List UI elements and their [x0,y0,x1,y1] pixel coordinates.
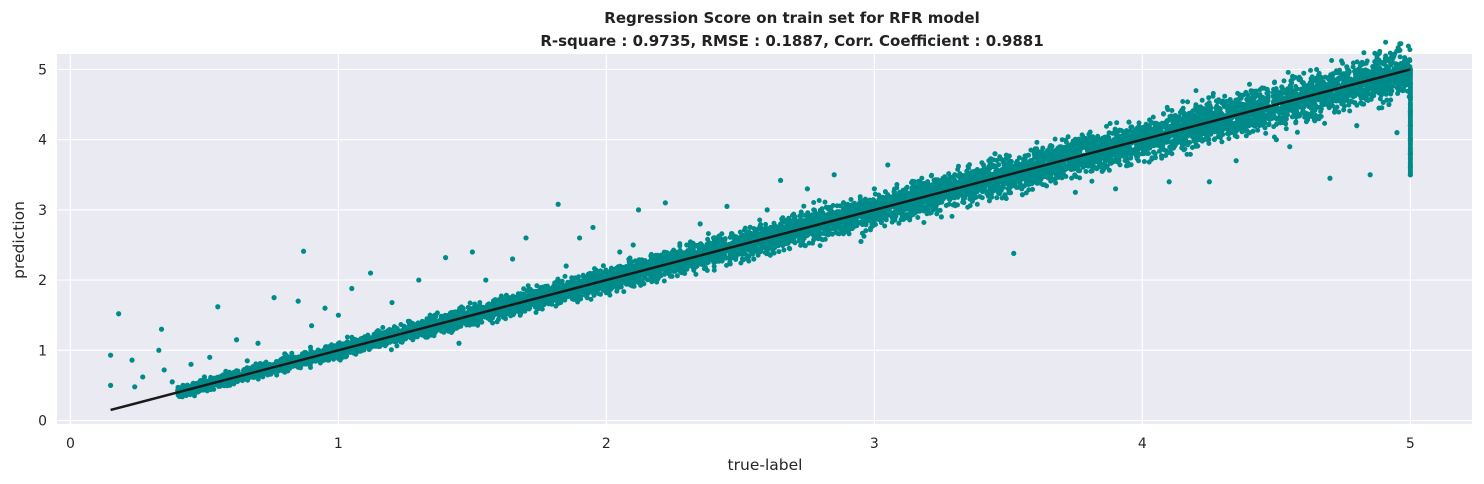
data-point [523,235,529,241]
data-point [1367,172,1373,178]
data-point [456,340,462,346]
x-tick-label: 0 [66,436,75,452]
chart-subtitle: R-square : 0.9735, RMSE : 0.1887, Corr. … [540,32,1043,50]
data-point [724,203,730,209]
data-point [697,221,703,227]
data-point [349,285,355,292]
data-point [871,186,877,192]
data-point [1233,158,1239,164]
data-point [469,249,475,255]
data-point [140,374,146,380]
y-tick-label: 1 [38,343,47,359]
data-point [1166,179,1172,185]
y-tick-label: 4 [38,133,47,149]
data-point [132,384,138,390]
data-point [630,242,636,248]
x-tick-label: 1 [334,436,343,452]
data-point [1126,119,1132,125]
data-point [107,352,114,358]
data-point [416,277,422,283]
data-point [804,186,810,192]
data-point [107,382,114,388]
data-point [483,277,489,283]
data-point [563,263,569,269]
data-point [207,354,213,360]
data-point [635,207,642,213]
data-point [169,379,175,385]
x-axis-ticks: 0 1 2 3 4 5 [66,436,1415,452]
x-tick-label: 2 [602,436,611,452]
y-tick-label: 3 [38,203,47,219]
point-cloud [175,39,1413,400]
data-point [938,214,944,220]
y-axis-ticks: 0 1 2 3 4 5 [38,62,47,429]
data-point [777,177,784,183]
data-point [992,151,998,157]
data-point [576,235,583,241]
data-point [751,256,757,262]
data-point [442,255,449,261]
data-point [188,361,194,367]
data-point [158,326,165,332]
data-point [1112,186,1119,192]
data-point [308,323,315,329]
data-point [831,172,837,178]
y-tick-label: 2 [38,273,47,289]
data-point [129,357,135,363]
data-point [367,270,374,276]
data-point [764,207,770,213]
data-point [255,340,261,346]
data-point [1394,130,1400,136]
y-tick-label: 5 [38,62,47,78]
data-point [1072,189,1078,195]
data-point [215,304,221,310]
data-point [617,249,623,255]
x-axis-label: true-label [728,456,803,474]
data-point [161,367,167,373]
reference-line-group [110,68,1411,412]
data-point [1386,101,1392,108]
capped-points [1407,67,1413,178]
data-point [244,358,250,364]
y-tick-label: 0 [38,413,47,429]
data-point [300,248,307,254]
chart-title: Regression Score on train set for RFR mo… [604,9,979,27]
data-point [156,347,162,353]
data-point [885,162,891,168]
data-point [1011,250,1017,256]
data-point [116,311,122,317]
y-axis-label: prediction [10,201,28,279]
grid-lines [57,54,1472,424]
data-point [233,337,240,343]
data-point [1327,175,1333,181]
data-point [1206,179,1212,185]
x-tick-label: 4 [1138,436,1147,452]
x-tick-label: 3 [870,436,879,452]
data-point [295,298,301,304]
data-point [590,224,596,231]
data-point [322,305,328,311]
data-point [858,238,864,245]
data-point [662,200,668,206]
reference-line [110,68,1411,412]
data-point [1287,144,1293,150]
data-point [509,256,516,262]
x-tick-label: 5 [1406,436,1415,452]
data-point [271,295,277,301]
data-point [1354,123,1360,129]
data-point [555,201,561,207]
data-point [389,299,395,306]
data-point [335,312,341,318]
